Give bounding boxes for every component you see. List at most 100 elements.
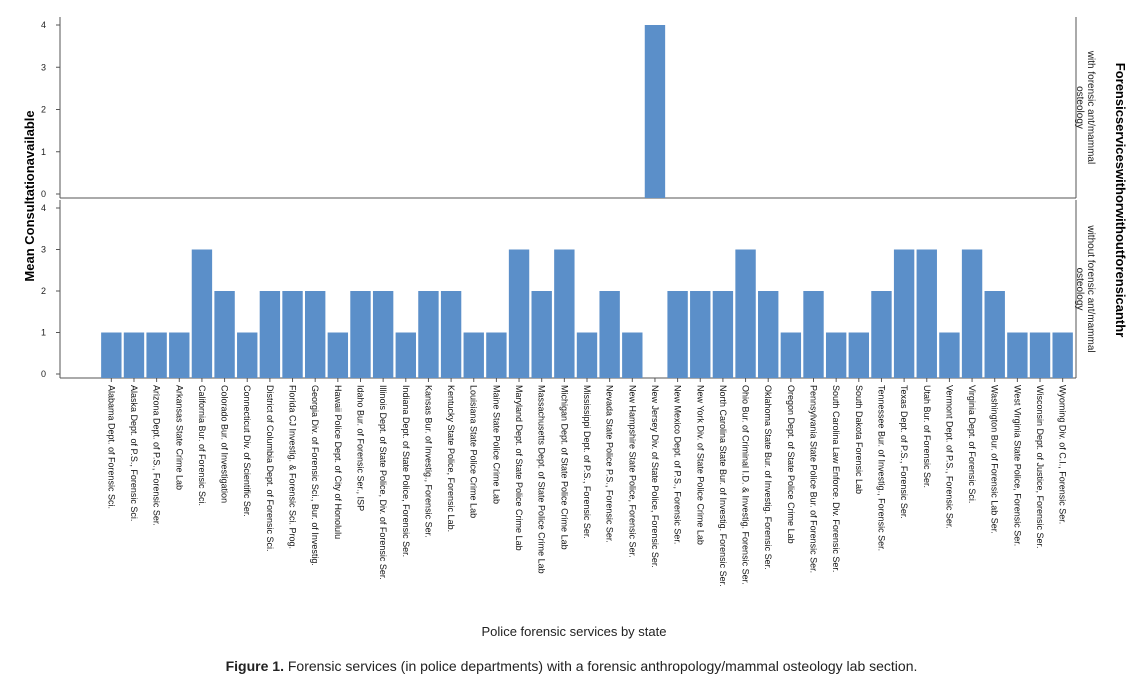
x-tick-label: South Dakota Forensic Lab xyxy=(854,385,864,494)
x-axis-title: Police forensic services by state xyxy=(482,624,667,639)
x-tick-label: Vermont Dept. of P.S., Forensic Ser. xyxy=(944,385,954,529)
x-tick-label: Colorado Bur. of Investigation xyxy=(220,385,230,503)
x-tick-label: Tennessee Bur. of Investig., Forensic Se… xyxy=(876,385,886,551)
x-tick-label: Maine State Police Crime Lab xyxy=(491,385,501,504)
x-tick-label: Arkansas State Crime Lab xyxy=(174,385,184,490)
x-tick-label: Alaska Dept. of P.S., Forensic Sci. xyxy=(129,385,139,521)
bar xyxy=(825,332,847,378)
bar xyxy=(191,249,213,378)
x-tick-label: Michigan Dept. of State Police Crime Lab xyxy=(559,385,569,550)
panel-label: without forensic ant/mammalosteology xyxy=(1074,224,1096,352)
x-tick-label: Oregon Dept. of State Police Crime Lab xyxy=(786,385,796,544)
bar xyxy=(486,332,507,378)
bar xyxy=(690,291,711,378)
bar xyxy=(961,249,983,378)
bar xyxy=(576,332,598,378)
bar xyxy=(259,291,281,378)
category-labels: Alabama Dept. of Forensic Sci. Alaska Dep… xyxy=(106,378,1068,587)
y-tick-label: 0 xyxy=(41,189,46,199)
bar xyxy=(508,249,530,378)
bar xyxy=(984,291,1005,378)
bar xyxy=(712,291,734,378)
y-tick-label: 2 xyxy=(41,286,46,296)
bar xyxy=(531,291,552,378)
x-tick-label: Virginia Dept. of Forensic Sci. xyxy=(967,385,977,503)
panel-without-osteology: 0 1 2 3 4 without forensic ant/mammalosteolog… xyxy=(41,200,1096,379)
bar xyxy=(123,332,145,378)
x-tick-label: Hawaii Police Dept. of City of Honolulu xyxy=(333,385,343,539)
bar xyxy=(237,332,258,378)
x-tick-label: Pennsylvania State Police Bur. of Forens… xyxy=(809,385,819,573)
x-tick-label: Louisiana State Police Crime Lab xyxy=(469,385,479,518)
bar xyxy=(418,291,439,378)
bar xyxy=(463,332,484,378)
x-tick-label: Massachusetts Dept. of State Police Crim… xyxy=(537,385,547,574)
y-tick-label: 0 xyxy=(41,369,46,379)
bar xyxy=(146,332,167,378)
bar xyxy=(169,332,190,378)
x-tick-label: West Virginia State Police, Forensic Ser… xyxy=(1012,385,1022,546)
x-tick-label: South Carolina Law Enforce. Div. Forensi… xyxy=(831,385,841,572)
bar xyxy=(214,291,235,378)
bar xyxy=(758,291,779,378)
y-tick-label: 3 xyxy=(41,245,46,255)
bar xyxy=(848,332,870,378)
y-tick-label: 1 xyxy=(41,328,46,338)
x-tick-label: New Hampshire State Police, Forensic Ser… xyxy=(627,385,637,558)
caption-label: Figure 1. xyxy=(225,658,284,674)
x-tick-label: Washington Bur. of Forensic Lab Ser. xyxy=(990,385,1000,534)
bar xyxy=(282,291,303,378)
bar xyxy=(871,291,892,378)
bar xyxy=(327,332,349,378)
y-axis-title: Mean Consultationavailable xyxy=(22,110,37,281)
x-tick-label: Kentucky State Police, Forensic Lab. xyxy=(446,385,456,532)
bar xyxy=(304,291,326,378)
x-tick-label: Texas Dept. of P.S., Forensic Ser. xyxy=(899,385,909,519)
x-tick-label: Alabama Dept. of Forensic Sci. xyxy=(106,385,116,509)
bar xyxy=(1029,332,1051,378)
x-tick-label: New Jersey Div. of State Police, Forensi… xyxy=(650,385,660,568)
x-tick-label: North Carolina State Bur. of Investig. F… xyxy=(718,385,728,587)
x-tick-label: Connecticut Div. of Scientific Ser. xyxy=(242,385,252,517)
bar xyxy=(1052,332,1073,378)
x-tick-label: Florida CJ Investig. & Forensic Sci. Pro… xyxy=(288,385,298,549)
bar xyxy=(916,249,937,378)
bar xyxy=(554,249,575,378)
bar xyxy=(803,291,824,378)
bar xyxy=(644,25,666,198)
x-tick-label: New York Div. of State Police Crime Lab xyxy=(695,385,705,545)
x-tick-label: Idaho Bur. of Forensic Ser., ISP xyxy=(355,385,365,511)
panel-variable-title: Forensicserviceswithorwithoutforensicant… xyxy=(1113,63,1128,338)
y-tick-label: 4 xyxy=(41,20,46,30)
x-tick-label: Indiana Dept. of State Police, Forensic … xyxy=(401,385,411,557)
x-tick-label: Oklahoma State Bur. of Investig. Forensi… xyxy=(763,385,773,570)
x-tick-label: Maryland Dept. of State Police Crime Lab xyxy=(514,385,524,551)
bar xyxy=(939,332,960,378)
bar xyxy=(893,249,915,378)
x-tick-label: Arizona Dept. of P.S., Forensic Ser. xyxy=(152,385,162,526)
bar xyxy=(735,249,756,378)
bar xyxy=(101,332,122,378)
y-tick-label: 2 xyxy=(41,105,46,115)
y-tick-label: 4 xyxy=(41,203,46,213)
y-tick-label: 3 xyxy=(41,62,46,72)
bar xyxy=(667,291,688,378)
bar xyxy=(1007,332,1028,378)
bar xyxy=(395,332,416,378)
x-tick-label: Nevada State Police P.S., Forensic Ser. xyxy=(605,385,615,543)
bar xyxy=(780,332,802,378)
chart: 0 1 2 3 4 with forensic ant/mammalosteology 0… xyxy=(22,17,1128,639)
x-tick-label: Georgia Div. of Forensic Sci., Bur. of I… xyxy=(310,385,320,566)
bar xyxy=(440,291,462,378)
bar xyxy=(622,332,643,378)
x-tick-label: District of Columbia Dept. of Forensic S… xyxy=(265,385,275,552)
x-tick-label: Illinois Dept. of State Police, Div. of … xyxy=(378,385,388,580)
panel-label: with forensic ant/mammalosteology xyxy=(1074,50,1096,164)
x-tick-label: Mississippi Dept. of P.S., Forensic Ser. xyxy=(582,385,592,539)
x-tick-label: Utah Bur. of Forensic Ser. xyxy=(922,385,932,488)
caption-text: Forensic services (in police departments… xyxy=(287,658,918,674)
y-tick-label: 1 xyxy=(41,147,46,157)
bar xyxy=(599,291,620,378)
x-tick-label: New Mexico Dept. of P.S., Forensic Ser. xyxy=(673,385,683,544)
panel-with-osteology: 0 1 2 3 4 with forensic ant/mammalosteology xyxy=(41,17,1096,199)
